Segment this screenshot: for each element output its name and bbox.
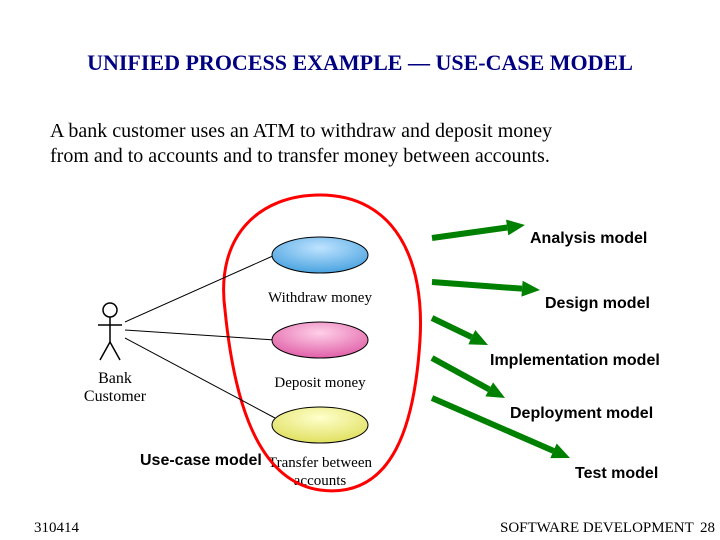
description-line-1: A bank customer uses an ATM to withdraw … xyxy=(50,120,552,143)
actor-label-line2: Customer xyxy=(75,388,155,406)
usecase-label-transfer-line2: accounts xyxy=(240,473,400,490)
slide-title: UNIFIED PROCESS EXAMPLE — USE-CASE MODEL xyxy=(0,50,720,76)
model-label-implementation: Implementation model xyxy=(490,352,660,370)
usecase-ellipse-transfer xyxy=(272,407,368,443)
actor-leg-r xyxy=(110,342,120,360)
footer-left: 310414 xyxy=(34,520,79,537)
model-arrow xyxy=(432,358,489,389)
model-label-design: Design model xyxy=(545,295,650,313)
model-label-test: Test model xyxy=(575,465,658,483)
model-arrow-head xyxy=(485,382,505,398)
description-line-2: from and to accounts and to transfer mon… xyxy=(50,145,550,168)
footer-page: 28 xyxy=(700,520,715,537)
usecase-ellipse-deposit xyxy=(272,322,368,358)
model-arrow-head xyxy=(550,443,570,458)
actor-association xyxy=(125,255,275,322)
footer-right: SOFTWARE DEVELOPMENT xyxy=(500,520,694,537)
model-arrow-head xyxy=(521,281,540,297)
actor-association xyxy=(125,330,275,340)
actor-label-line1: Bank xyxy=(85,370,145,388)
actor-head-icon xyxy=(103,303,117,317)
boundary-outline xyxy=(224,195,421,491)
model-arrow xyxy=(432,282,522,289)
usecase-label-transfer-line1: Transfer between xyxy=(240,455,400,472)
actor-leg-l xyxy=(100,342,110,360)
model-arrow xyxy=(432,227,507,238)
model-label-deployment: Deployment model xyxy=(510,405,653,423)
model-arrow-head xyxy=(468,330,488,345)
model-label-analysis: Analysis model xyxy=(530,230,647,248)
model-arrow xyxy=(432,318,472,337)
usecase-label-withdraw: Withdraw money xyxy=(240,290,400,307)
model-arrow-head xyxy=(506,220,525,236)
usecase-ellipse-withdraw xyxy=(272,237,368,273)
slide-root: UNIFIED PROCESS EXAMPLE — USE-CASE MODEL… xyxy=(0,0,720,540)
usecase-label-deposit: Deposit money xyxy=(240,375,400,392)
